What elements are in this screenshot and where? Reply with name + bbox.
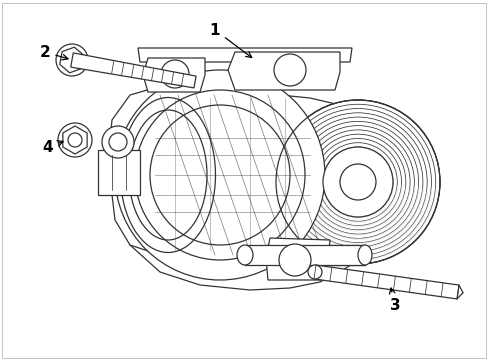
Circle shape xyxy=(323,147,392,217)
Text: 1: 1 xyxy=(209,23,251,58)
Wedge shape xyxy=(291,188,424,249)
Ellipse shape xyxy=(357,245,371,265)
Wedge shape xyxy=(295,187,419,244)
Wedge shape xyxy=(287,188,428,253)
Polygon shape xyxy=(108,82,220,265)
Circle shape xyxy=(273,54,305,86)
Ellipse shape xyxy=(307,265,321,279)
Wedge shape xyxy=(308,186,407,231)
Wedge shape xyxy=(300,187,415,240)
Polygon shape xyxy=(138,48,351,62)
Circle shape xyxy=(279,244,310,276)
Circle shape xyxy=(275,100,439,264)
Circle shape xyxy=(161,60,189,88)
Wedge shape xyxy=(304,186,411,236)
Polygon shape xyxy=(265,238,329,280)
Polygon shape xyxy=(71,53,196,88)
Ellipse shape xyxy=(120,98,215,252)
Polygon shape xyxy=(142,58,204,92)
Circle shape xyxy=(339,164,375,200)
Text: 3: 3 xyxy=(389,288,400,312)
Wedge shape xyxy=(312,186,402,227)
Wedge shape xyxy=(278,189,436,261)
Polygon shape xyxy=(63,126,87,154)
Polygon shape xyxy=(60,47,84,73)
Text: 4: 4 xyxy=(42,140,63,154)
Polygon shape xyxy=(244,245,364,265)
Circle shape xyxy=(115,70,325,280)
Circle shape xyxy=(56,44,88,76)
Ellipse shape xyxy=(237,245,252,265)
Wedge shape xyxy=(317,185,398,223)
Wedge shape xyxy=(321,185,394,219)
Circle shape xyxy=(102,126,134,158)
Polygon shape xyxy=(120,92,359,290)
Polygon shape xyxy=(227,52,339,90)
Wedge shape xyxy=(283,188,432,257)
Text: 2: 2 xyxy=(40,45,68,60)
Polygon shape xyxy=(313,265,458,299)
Polygon shape xyxy=(98,150,140,195)
